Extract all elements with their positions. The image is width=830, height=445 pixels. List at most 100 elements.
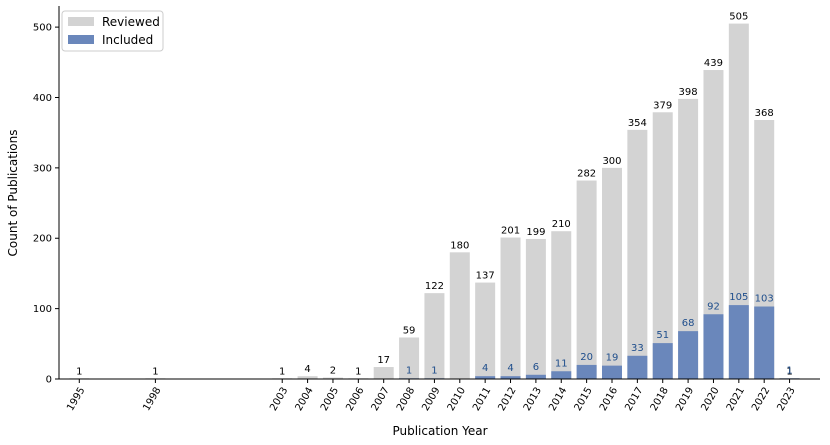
bar-reviewed-2008 bbox=[399, 337, 420, 379]
bar-included-2015 bbox=[576, 364, 597, 379]
axes bbox=[58, 6, 820, 380]
reviewed-bars bbox=[69, 23, 800, 380]
bar-included-2021 bbox=[728, 305, 749, 379]
y-tick-label-100: 100 bbox=[33, 304, 52, 315]
value-label-reviewed-2023: 1 bbox=[786, 366, 792, 377]
y-tick-label-400: 400 bbox=[33, 93, 52, 104]
x-tick-label-2016: 2016 bbox=[598, 386, 620, 414]
bar-reviewed-2011 bbox=[475, 282, 496, 379]
value-label-included-2011: 4 bbox=[482, 363, 488, 374]
bar-included-2022 bbox=[754, 306, 775, 379]
value-label-reviewed-2007: 17 bbox=[377, 355, 390, 366]
x-tick-label-2023: 2023 bbox=[776, 386, 798, 414]
x-axis-ticks: 1995 1998 2003 2004 2005 2006 2007 2008 2009 2010… bbox=[65, 379, 798, 413]
value-label-included-2017: 33 bbox=[631, 343, 644, 354]
x-tick-label-2008: 2008 bbox=[395, 386, 417, 414]
value-label-reviewed-2020: 439 bbox=[704, 58, 723, 69]
value-label-reviewed-1998: 1 bbox=[152, 366, 158, 377]
legend-label-included: Included bbox=[102, 33, 153, 47]
legend-label-reviewed: Reviewed bbox=[102, 15, 160, 29]
value-label-reviewed-2008: 59 bbox=[403, 325, 416, 336]
bar-reviewed-2021 bbox=[728, 23, 749, 380]
bar-included-2014 bbox=[551, 371, 572, 379]
bar-included-2011 bbox=[475, 376, 496, 379]
y-tick-label-300: 300 bbox=[33, 163, 52, 174]
x-tick-label-2003: 2003 bbox=[268, 386, 290, 414]
value-label-reviewed-1995: 1 bbox=[76, 366, 82, 377]
legend: Reviewed Included bbox=[61, 10, 164, 52]
x-tick-label-1995: 1995 bbox=[65, 386, 87, 414]
value-label-reviewed-2012: 201 bbox=[501, 226, 520, 237]
value-label-reviewed-2011: 137 bbox=[476, 271, 495, 282]
bar-reviewed-2004 bbox=[297, 376, 318, 379]
x-axis-label: Publication Year bbox=[392, 424, 487, 438]
x-tick-label-2009: 2009 bbox=[420, 386, 442, 414]
x-tick-label-2006: 2006 bbox=[344, 386, 366, 414]
bar-reviewed-2019 bbox=[678, 98, 699, 380]
legend-swatch-reviewed bbox=[68, 17, 94, 26]
x-tick-label-2012: 2012 bbox=[496, 386, 518, 414]
bar-reviewed-2005 bbox=[322, 377, 343, 379]
value-label-included-2014: 11 bbox=[555, 358, 568, 369]
value-label-reviewed-2005: 2 bbox=[330, 366, 336, 377]
bar-included-2016 bbox=[601, 365, 622, 379]
bar-reviewed-2016 bbox=[601, 167, 622, 379]
value-label-reviewed-2018: 379 bbox=[653, 100, 672, 111]
x-tick-label-2022: 2022 bbox=[750, 386, 772, 414]
value-label-reviewed-2003: 1 bbox=[279, 366, 285, 377]
x-tick-label-2011: 2011 bbox=[471, 386, 493, 414]
value-label-reviewed-2022: 368 bbox=[755, 108, 774, 119]
value-label-included-2021: 105 bbox=[729, 292, 748, 303]
y-tick-label-200: 200 bbox=[33, 234, 52, 245]
value-label-included-2012: 4 bbox=[507, 363, 513, 374]
value-label-included-2020: 92 bbox=[707, 301, 720, 312]
bar-reviewed-2020 bbox=[703, 70, 724, 379]
value-label-included-2018: 51 bbox=[656, 330, 669, 341]
value-label-reviewed-2015: 282 bbox=[577, 169, 596, 180]
value-label-included-2016: 19 bbox=[606, 353, 619, 364]
included-bars bbox=[399, 305, 800, 379]
bar-reviewed-2014 bbox=[551, 231, 572, 379]
bar-included-2017 bbox=[627, 355, 648, 379]
bar-included-2019 bbox=[678, 331, 699, 379]
value-label-included-2008: 1 bbox=[406, 365, 412, 376]
bar-reviewed-2013 bbox=[525, 238, 546, 379]
value-label-reviewed-2009: 122 bbox=[425, 281, 444, 292]
value-label-reviewed-2010: 180 bbox=[450, 240, 469, 251]
value-label-included-2023: 1 bbox=[786, 365, 792, 376]
bar-reviewed-2009 bbox=[424, 293, 445, 379]
y-tick-label-500: 500 bbox=[33, 23, 52, 34]
y-tick-label-0: 0 bbox=[46, 375, 52, 386]
value-label-reviewed-2013: 199 bbox=[526, 227, 545, 238]
bar-reviewed-2015 bbox=[576, 180, 597, 379]
x-tick-label-2020: 2020 bbox=[699, 386, 721, 414]
value-label-reviewed-2004: 4 bbox=[304, 364, 310, 375]
bar-reviewed-2012 bbox=[500, 237, 521, 379]
bar-reviewed-2017 bbox=[627, 129, 648, 379]
bar-reviewed-2018 bbox=[652, 112, 673, 380]
bar-reviewed-2007 bbox=[373, 367, 394, 379]
y-axis-label: Count of Publications bbox=[6, 130, 20, 257]
value-label-reviewed-2006: 1 bbox=[355, 366, 361, 377]
value-label-included-2013: 6 bbox=[533, 362, 539, 373]
x-tick-label-2021: 2021 bbox=[725, 386, 747, 414]
bar-included-2013 bbox=[525, 374, 546, 379]
value-label-reviewed-2014: 210 bbox=[552, 219, 571, 230]
x-tick-label-2017: 2017 bbox=[623, 386, 645, 414]
value-label-reviewed-2019: 398 bbox=[679, 87, 698, 98]
value-label-reviewed-2016: 300 bbox=[602, 156, 621, 167]
value-label-included-2019: 68 bbox=[682, 318, 695, 329]
x-tick-label-2013: 2013 bbox=[522, 386, 544, 414]
x-tick-label-2014: 2014 bbox=[547, 386, 569, 414]
bar-included-2020 bbox=[703, 314, 724, 379]
x-tick-label-2004: 2004 bbox=[294, 386, 316, 414]
x-tick-label-2010: 2010 bbox=[446, 386, 468, 414]
y-axis-ticks: 0 100 200 300 400 500 bbox=[33, 23, 59, 386]
bar-reviewed-2010 bbox=[449, 252, 470, 379]
x-tick-label-1998: 1998 bbox=[141, 386, 163, 414]
legend-swatch-included bbox=[68, 35, 94, 44]
value-label-reviewed-2021: 505 bbox=[729, 12, 748, 23]
